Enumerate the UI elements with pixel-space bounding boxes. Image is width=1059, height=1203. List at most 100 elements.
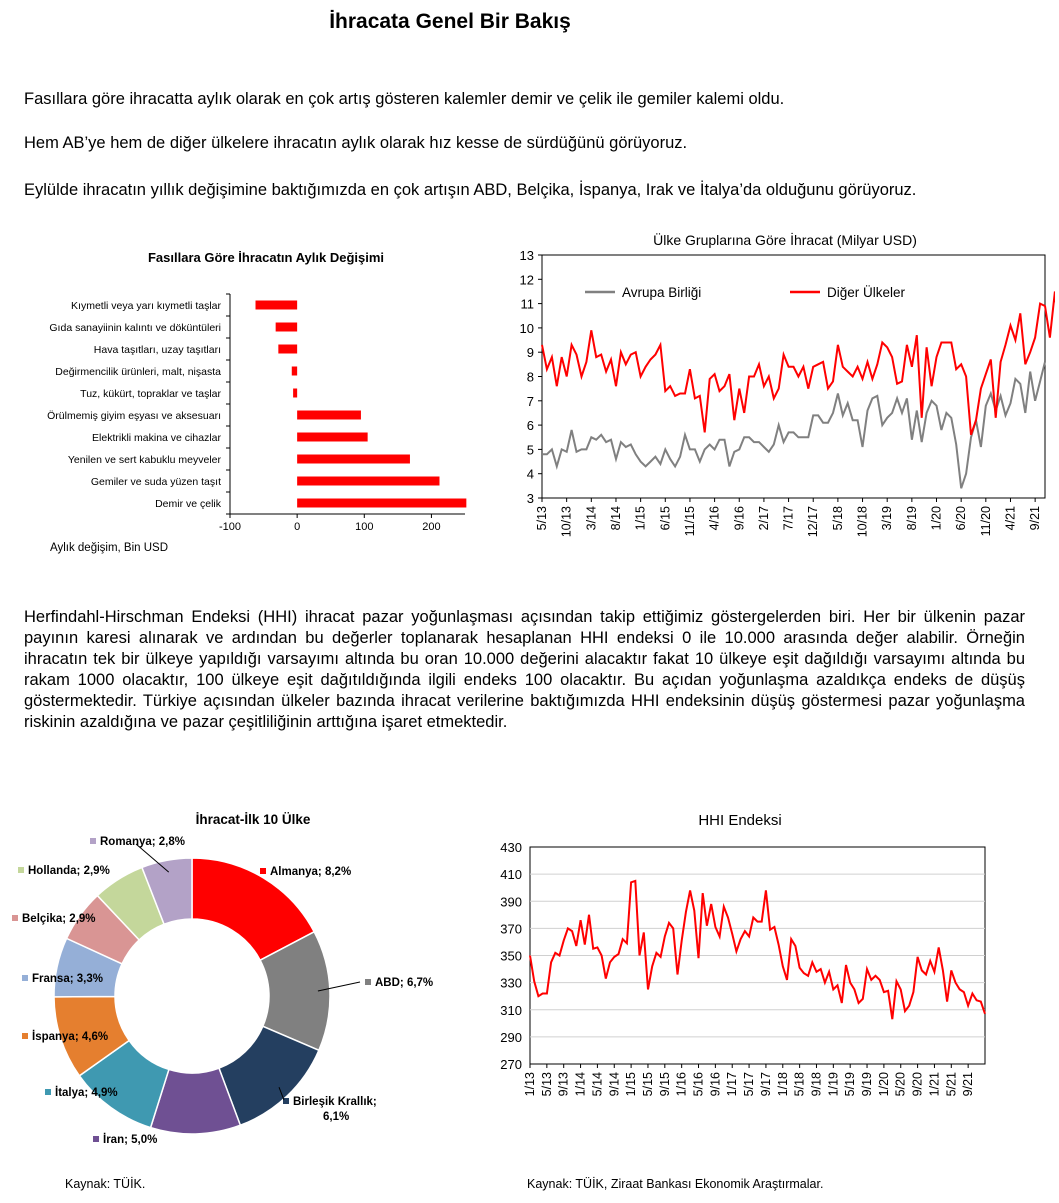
donut-legend-marker xyxy=(18,867,24,873)
line-xtick-label: 5/18 xyxy=(831,506,845,530)
donut-legend-marker xyxy=(90,838,96,844)
bar-6 xyxy=(297,410,361,420)
hhi-xtick-label: 9/13 xyxy=(557,1072,571,1096)
line-series-diger-ulkeler xyxy=(541,291,1055,436)
bar-category-label: Hava taşıtları, uzay taşıtları xyxy=(94,344,221,356)
donut-leader-line xyxy=(278,1086,285,1101)
line-xtick-label: 3/14 xyxy=(584,506,598,530)
line-ytick-label: 7 xyxy=(527,394,534,409)
line-ytick-label: 8 xyxy=(527,370,534,385)
donut-slice-label: Romanya; 2,8% xyxy=(100,836,185,848)
line-chart-ulke-gruplari: Ülke Gruplarına Göre İhracat (Milyar USD… xyxy=(520,231,1055,537)
hhi-ytick-label: 330 xyxy=(500,976,522,991)
hhi-xtick-label: 5/19 xyxy=(843,1072,857,1096)
line-xtick-label: 1/15 xyxy=(634,506,648,530)
hhi-xtick-label: 1/20 xyxy=(877,1072,891,1096)
hhi-series-line xyxy=(529,879,986,1020)
hhi-xtick-label: 1/18 xyxy=(776,1072,790,1096)
legend-label: Avrupa Birliği xyxy=(622,285,701,300)
line-xtick-label: 9/16 xyxy=(732,506,746,530)
donut-legend-marker xyxy=(283,1098,289,1104)
donut-slice-label: ABD; 6,7% xyxy=(375,977,433,989)
bar-category-label: Kıymetli veya yarı kıymetli taşlar xyxy=(71,300,221,312)
line-xtick-label: 4/21 xyxy=(1003,506,1017,530)
donut-slice-label: Hollanda; 2,9% xyxy=(28,865,110,877)
line-xtick-label: 5/13 xyxy=(535,506,549,530)
line-xtick-label: 8/19 xyxy=(905,506,919,530)
line-xtick-label: 1/20 xyxy=(930,506,944,530)
line-xtick-label: 10/18 xyxy=(856,506,870,537)
donut-legend-marker xyxy=(12,915,18,921)
hhi-ytick-label: 290 xyxy=(500,1030,522,1045)
hhi-xtick-label: 5/14 xyxy=(590,1072,604,1096)
line-ytick-label: 9 xyxy=(527,345,534,360)
line-ytick-label: 5 xyxy=(527,442,534,457)
donut-slice-label: Fransa; 3,3% xyxy=(32,973,103,985)
hhi-xtick-label: 9/18 xyxy=(809,1072,823,1096)
bar-xtick-label: 0 xyxy=(294,521,300,533)
line-xtick-label: 8/14 xyxy=(609,506,623,530)
donut-leader-line xyxy=(317,981,361,992)
hhi-ytick-label: 270 xyxy=(500,1057,522,1072)
bar-3 xyxy=(278,344,298,354)
hhi-xtick-label: 5/13 xyxy=(540,1072,554,1096)
bar-1 xyxy=(255,300,298,310)
bar-chart-title: Fasıllara Göre İhracatın Aylık Değişimi xyxy=(148,250,384,265)
hhi-ytick-label: 350 xyxy=(500,949,522,964)
donut-slice-label: Almanya; 8,2% xyxy=(270,866,351,878)
bar-8 xyxy=(297,454,410,464)
line-xtick-label: 11/15 xyxy=(683,506,697,536)
donut-slice-label: İspanya; 4,6% xyxy=(32,1030,108,1043)
donut-legend-marker xyxy=(45,1089,51,1095)
hhi-xtick-label: 1/17 xyxy=(725,1072,739,1096)
line-xtick-label: 6/15 xyxy=(658,506,672,530)
donut-slice-label: Birleşik Krallık; 6,1% xyxy=(293,1096,377,1123)
bar-4 xyxy=(291,366,298,376)
bar-chart-fasillar: Fasıllara Göre İhracatın Aylık Değişimi … xyxy=(47,250,467,554)
line-xtick-label: 6/20 xyxy=(954,506,968,530)
bar-2 xyxy=(275,322,298,332)
source-right: Kaynak: TÜİK, Ziraat Bankası Ekonomik Ar… xyxy=(527,1177,824,1191)
donut-slice-label: Belçika; 2,9% xyxy=(22,913,96,925)
bar-xtick-label: 200 xyxy=(422,521,440,533)
line-xtick-label: 2/17 xyxy=(757,506,771,530)
bar-category-label: Yenilen ve sert kabuklu meyveler xyxy=(68,454,222,466)
bar-category-label: Örülmemiş giyim eşyası ve aksesuarı xyxy=(47,410,221,422)
hhi-ytick-label: 310 xyxy=(500,1003,522,1018)
hhi-ytick-label: 410 xyxy=(500,867,522,882)
paragraph-1: Fasıllara göre ihracatta aylık olarak en… xyxy=(24,90,785,108)
bar-category-label: Tuz, kükürt, topraklar ve taşlar xyxy=(80,388,221,400)
hhi-xtick-label: 1/14 xyxy=(574,1072,588,1096)
line-chart-title: Ülke Gruplarına Göre İhracat (Milyar USD… xyxy=(653,231,917,248)
hhi-xtick-label: 5/17 xyxy=(742,1072,756,1096)
hhi-chart-title: HHI Endeksi xyxy=(698,812,781,829)
bar-category-label: Değirmencilik ürünleri, malt, nişasta xyxy=(55,366,221,378)
donut-legend-marker xyxy=(22,1033,28,1039)
donut-legend-marker xyxy=(22,975,28,981)
legend-label: Diğer Ülkeler xyxy=(827,285,906,300)
bar-9 xyxy=(297,476,440,486)
hhi-xtick-label: 1/16 xyxy=(675,1072,689,1096)
bar-5 xyxy=(293,388,298,398)
pie-chart-title: İhracat-İlk 10 Ülke xyxy=(196,812,311,827)
hhi-xtick-label: 1/15 xyxy=(624,1072,638,1096)
hhi-xtick-label: 5/15 xyxy=(641,1072,655,1096)
donut-slice-label: İtalya; 4,9% xyxy=(55,1086,118,1099)
hhi-xtick-label: 9/15 xyxy=(658,1072,672,1096)
hhi-xtick-label: 5/18 xyxy=(793,1072,807,1096)
bar-xtick-label: 100 xyxy=(355,521,373,533)
bar-category-label: Demir ve çelik xyxy=(155,498,222,510)
hhi-xtick-label: 9/19 xyxy=(860,1072,874,1096)
source-left: Kaynak: TÜİK. xyxy=(65,1177,146,1191)
bar-xtick-label: -100 xyxy=(219,521,241,533)
donut-slice-10 xyxy=(140,857,193,926)
hhi-xtick-label: 1/21 xyxy=(927,1072,941,1096)
hhi-ytick-label: 390 xyxy=(500,894,522,909)
line-chart-hhi: HHI Endeksi 270 290 310 330 350 370 390 410 430 1… xyxy=(500,812,986,1096)
donut-legend-marker xyxy=(365,979,371,985)
donut-legend-marker xyxy=(260,868,266,874)
hhi-xtick-label: 9/16 xyxy=(708,1072,722,1096)
line-ytick-label: 4 xyxy=(527,467,534,482)
bar-chart-xlabel: Aylık değişim, Bin USD xyxy=(50,542,168,554)
bar-7 xyxy=(297,432,368,442)
